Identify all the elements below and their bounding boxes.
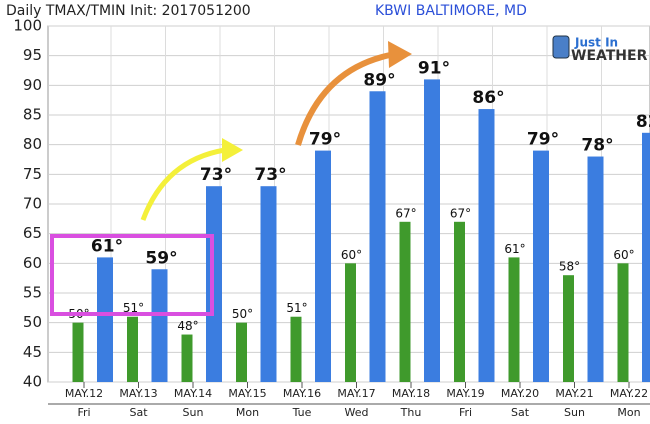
y-tick-label: 70	[23, 195, 42, 213]
highlight-box	[50, 234, 214, 316]
bar	[642, 132, 650, 382]
logo-icon	[552, 35, 570, 59]
x-tick-label: MAY.22	[610, 387, 648, 400]
y-tick-label: 95	[23, 46, 42, 64]
bar	[369, 91, 386, 383]
bar	[478, 109, 495, 383]
data-label: 50°	[232, 307, 253, 321]
data-label: 51°	[123, 301, 144, 315]
data-label: 67°	[395, 206, 416, 220]
bar	[345, 263, 356, 382]
y-tick-label: 40	[23, 373, 42, 391]
bar	[127, 316, 138, 382]
x-tick-label: MAY.13	[119, 387, 157, 400]
y-tick-label: 45	[23, 343, 42, 361]
weekday-label: Mon	[236, 406, 259, 419]
bars: 50° 51°48°50° 51°60°67° 67°61°58°60°61°59°7…	[68, 58, 650, 383]
weekday-label: Fri	[77, 406, 90, 419]
data-label: 67°	[450, 206, 471, 220]
x-tick-label: MAY.20	[501, 387, 539, 400]
y-tick-label: 75	[23, 165, 42, 183]
weekday-label: Sun	[564, 406, 585, 419]
y-tick-label: 60	[23, 254, 42, 272]
y-tick-label: 55	[23, 284, 42, 302]
bar	[290, 316, 302, 382]
data-label: 79°	[309, 130, 341, 150]
x-tick-label: MAY.12	[65, 387, 103, 400]
weekday-label: Fri	[459, 406, 472, 419]
bar	[151, 269, 168, 382]
x-tick-label: MAY.19	[446, 387, 484, 400]
bar	[260, 186, 277, 382]
x-tick-label: MAY.18	[392, 387, 430, 400]
data-label: 59°	[145, 248, 177, 268]
data-label: 79°	[527, 130, 559, 150]
data-label: 82°	[636, 112, 650, 132]
logo-line2: WEATHER	[571, 48, 648, 64]
data-label: 51°	[286, 301, 307, 315]
weekday-label: Thu	[400, 406, 422, 419]
arrow-head-yellow	[222, 138, 243, 162]
y-tick-label: 65	[23, 224, 42, 242]
bar	[454, 221, 465, 382]
y-tick-label: 50	[23, 313, 42, 331]
data-label: 48°	[177, 319, 198, 333]
x-tick-label: MAY.21	[555, 387, 593, 400]
bar	[97, 257, 113, 382]
data-label: 89°	[363, 70, 395, 90]
y-tick-label: 90	[23, 76, 42, 94]
y-tick-label: 100	[13, 17, 42, 35]
weekday-label: Sat	[129, 406, 148, 419]
bar	[399, 221, 411, 382]
data-label: 91°	[418, 58, 450, 78]
arrow-head-orange	[388, 41, 412, 68]
data-label: 78°	[581, 136, 613, 156]
weekday-label: Wed	[345, 406, 369, 419]
data-label: 73°	[200, 165, 232, 185]
data-label: 58°	[559, 260, 580, 274]
bar	[563, 275, 574, 382]
arrow-yellow	[140, 147, 226, 221]
bar	[508, 257, 520, 382]
y-tick-label: 80	[23, 135, 42, 153]
x-tick-label: MAY.15	[228, 387, 266, 400]
bar	[72, 322, 84, 382]
weekday-label: Tue	[292, 406, 312, 419]
chart-title: Daily TMAX/TMIN Init: 2017051200	[6, 3, 251, 19]
weekday-label: Mon	[617, 406, 640, 419]
x-tick-label: MAY.14	[174, 387, 212, 400]
weekday-label: Sun	[183, 406, 204, 419]
arrow-orange	[295, 52, 391, 146]
data-label: 60°	[613, 248, 634, 262]
bar	[587, 156, 604, 382]
bar	[533, 150, 549, 382]
data-label: 73°	[254, 165, 286, 185]
bar	[181, 334, 193, 382]
chart-subtitle: KBWI BALTIMORE, MD	[375, 3, 527, 19]
bar	[315, 150, 331, 382]
data-label: 61°	[504, 242, 525, 256]
bar	[617, 263, 629, 382]
y-tick-label: 85	[23, 106, 42, 124]
bar	[424, 79, 440, 383]
data-label: 86°	[472, 88, 504, 108]
data-label: 61°	[91, 236, 123, 256]
data-label: 60°	[341, 248, 362, 262]
logo-line1: Just In	[574, 36, 618, 50]
bar	[236, 322, 247, 382]
x-tick-label: MAY.16	[283, 387, 321, 400]
weekday-label: Sat	[511, 406, 530, 419]
x-tick-label: MAY.17	[337, 387, 375, 400]
